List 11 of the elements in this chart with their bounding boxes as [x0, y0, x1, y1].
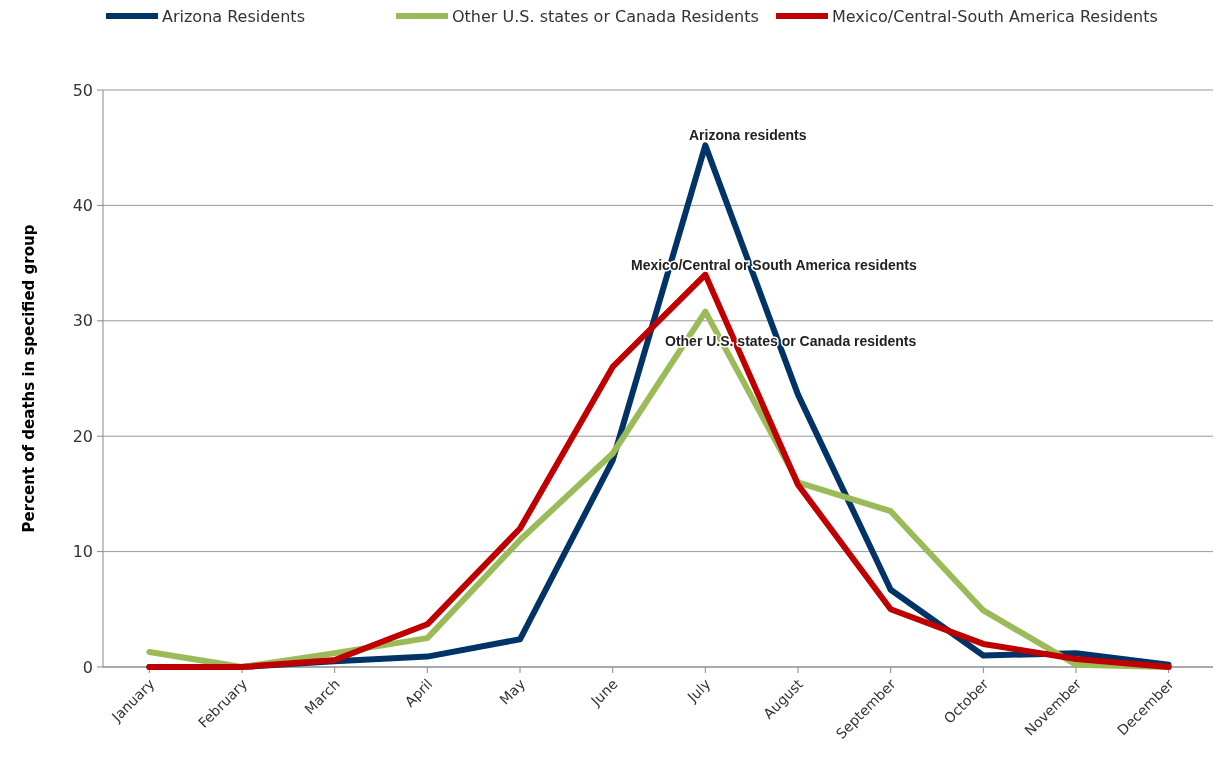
legend-label: Mexico/Central-South America Residents	[832, 6, 1158, 26]
y-tick-label: 10	[72, 542, 93, 562]
y-tick-label: 20	[72, 426, 93, 446]
annotation: Arizona residents	[689, 126, 807, 143]
y-tick-label: 50	[72, 80, 93, 100]
y-tick-label: 0	[82, 657, 93, 677]
y-tick-label: 30	[72, 311, 93, 331]
legend-label: Arizona Residents	[162, 6, 305, 26]
y-axis-title: Percent of deaths in specified group	[20, 224, 38, 533]
y-tick-label: 40	[72, 196, 93, 215]
legend-label: Other U.S. states or Canada Residents	[452, 6, 759, 26]
